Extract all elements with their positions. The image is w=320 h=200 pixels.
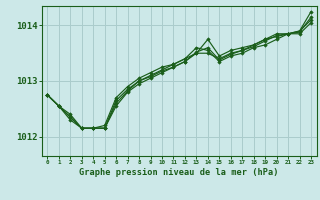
X-axis label: Graphe pression niveau de la mer (hPa): Graphe pression niveau de la mer (hPa) <box>79 168 279 177</box>
